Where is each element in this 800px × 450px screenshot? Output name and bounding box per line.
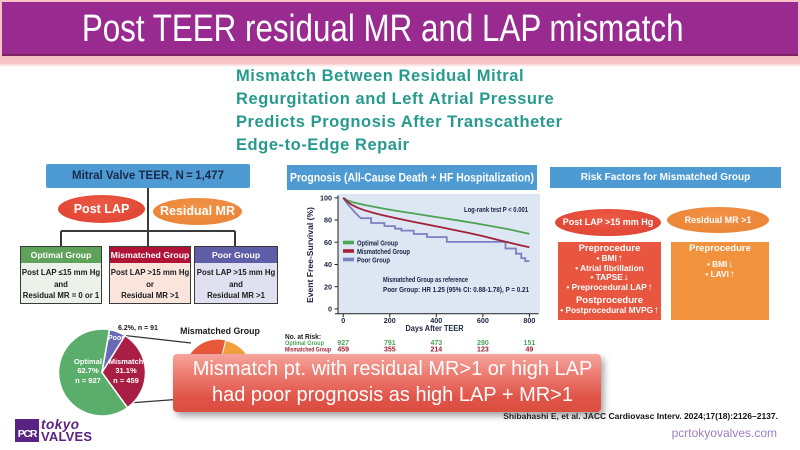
svg-text:Event Free-Survival (%): Event Free-Survival (%) <box>306 207 315 303</box>
svg-text:151: 151 <box>524 340 536 347</box>
svg-text:100: 100 <box>320 193 332 202</box>
svg-text:400: 400 <box>430 316 442 325</box>
svg-text:49: 49 <box>526 346 534 353</box>
svg-text:600: 600 <box>477 316 489 325</box>
svg-text:473: 473 <box>430 340 442 347</box>
svg-text:Days After TEER: Days After TEER <box>406 324 464 333</box>
svg-text:Optimal Group: Optimal Group <box>357 239 398 248</box>
svg-text:Optimal Group: Optimal Group <box>285 340 324 347</box>
svg-text:60: 60 <box>324 238 332 247</box>
svg-text:0: 0 <box>341 316 345 325</box>
svg-text:123: 123 <box>477 346 489 353</box>
svg-text:791: 791 <box>384 340 396 347</box>
svg-text:Poor Group: HR 1.25 (95% CI: 0: Poor Group: HR 1.25 (95% CI: 0.88-1.78),… <box>383 285 529 294</box>
svg-text:20: 20 <box>324 282 332 291</box>
svg-text:927: 927 <box>337 340 349 347</box>
svg-text:0: 0 <box>328 305 332 314</box>
svg-text:Prognosis (All-Cause Death + H: Prognosis (All-Cause Death + HF Hospital… <box>290 173 534 185</box>
svg-text:40: 40 <box>324 260 332 269</box>
svg-text:Mismatched Group: Mismatched Group <box>357 247 410 256</box>
svg-text:Mismatched Group: Mismatched Group <box>285 346 331 353</box>
svg-text:200: 200 <box>384 316 396 325</box>
svg-text:No. at Risk:: No. at Risk: <box>285 332 321 341</box>
svg-text:459: 459 <box>337 346 349 353</box>
svg-text:214: 214 <box>430 346 442 353</box>
svg-text:355: 355 <box>384 346 396 353</box>
svg-text:Mismatched Group as reference: Mismatched Group as reference <box>383 275 468 284</box>
svg-text:Poor Group: Poor Group <box>357 256 390 265</box>
svg-text:Log-rank test P < 0.001: Log-rank test P < 0.001 <box>464 205 528 214</box>
svg-text:80: 80 <box>324 216 332 225</box>
svg-text:800: 800 <box>523 316 535 325</box>
svg-text:290: 290 <box>477 340 489 347</box>
